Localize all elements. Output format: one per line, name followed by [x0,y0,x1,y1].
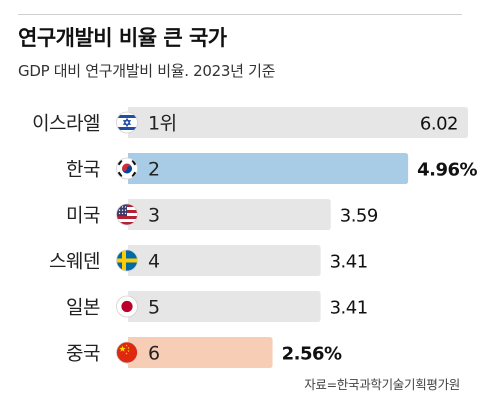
bar-row: 중국 6 2.56% [66,337,342,368]
bar [128,153,409,184]
top-rule [18,14,462,15]
value-label: 2.56% [282,344,342,365]
bar-row: 스웨덴 4 3.41 [49,245,368,276]
country-label: 이스라엘 [32,113,100,135]
rank-label: 2 [148,159,160,181]
value-label: 6.02 [420,114,458,135]
bar [128,337,273,368]
country-label: 일본 [66,297,100,319]
bar [128,245,321,276]
chart-subtitle: GDP 대비 연구개발비 비율. 2023년 기준 [18,62,276,80]
china-flag-icon [116,342,138,363]
bar-row: 한국 2 4.96% [66,153,478,184]
country-label: 스웨덴 [49,251,100,273]
rank-label: 5 [148,297,160,319]
chart-title: 연구개발비 비율 큰 국가 [18,26,227,50]
bar-row: 미국 3 3.59 [66,199,378,230]
sweden-flag-icon [116,250,138,271]
israel-flag-icon [116,112,138,133]
bar [128,291,321,322]
rank-label: 1위 [148,113,177,135]
value-label: 3.41 [330,298,368,319]
rank-label: 6 [148,343,160,365]
usa-flag-icon [116,204,138,225]
bar-row: 일본 5 3.41 [66,291,368,322]
japan-flag-icon [116,296,138,317]
value-label: 4.96% [417,160,477,181]
source-note: 자료=한국과학기술기획평가원 [304,377,460,392]
country-label: 중국 [66,343,100,365]
rank-label: 4 [148,251,160,273]
value-label: 3.41 [330,252,368,273]
bar-row: 이스라엘 1위 6.02 [32,107,468,138]
korea-flag-icon [116,158,138,179]
country-label: 미국 [66,205,100,227]
rank-label: 3 [148,205,160,227]
value-label: 3.59 [340,206,378,227]
bar [128,199,331,230]
country-label: 한국 [66,159,100,181]
bar [128,107,468,138]
